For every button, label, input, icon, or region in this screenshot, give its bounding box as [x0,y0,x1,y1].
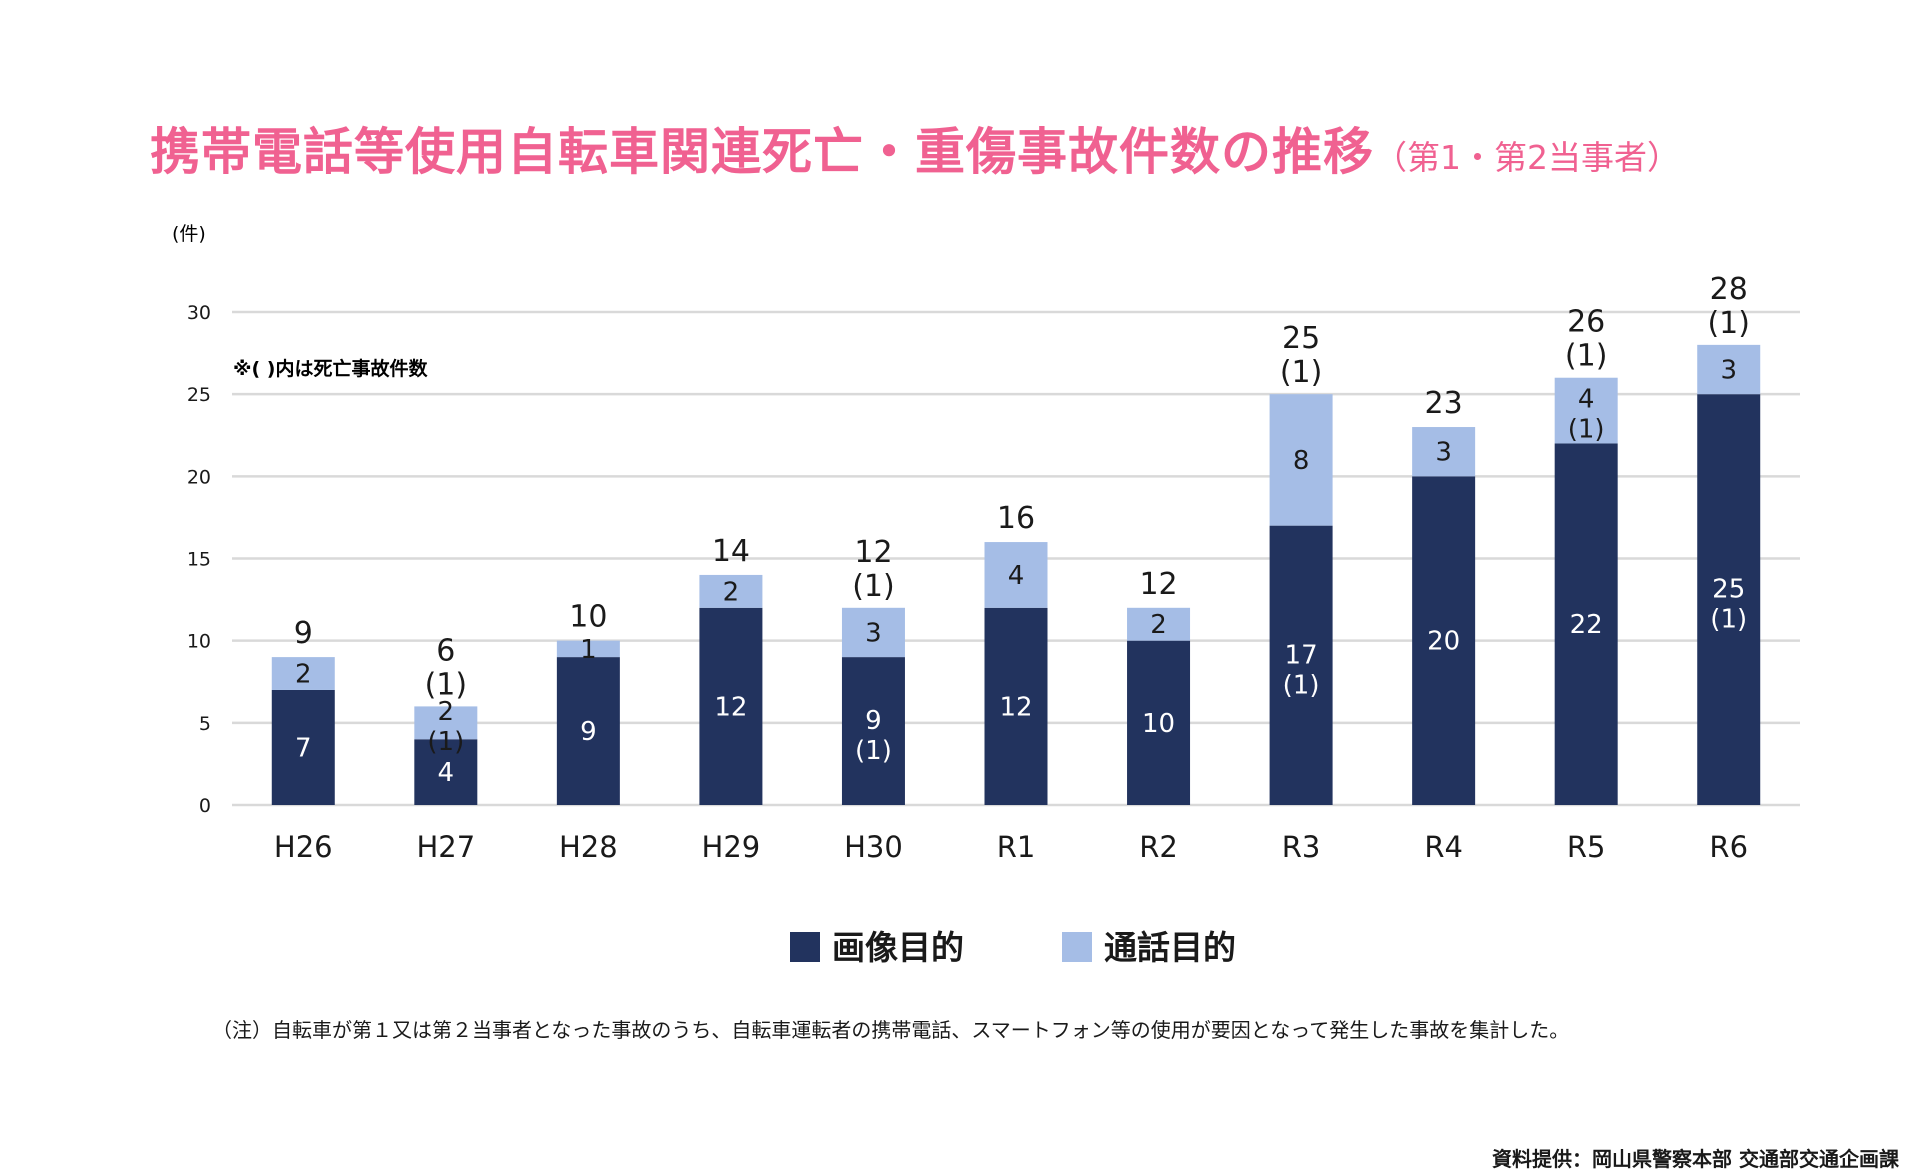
legend-label: 画像目的 [832,928,964,967]
x-tick-label: H30 [844,830,903,864]
legend-label: 通話目的 [1104,928,1236,967]
x-tick-label: H27 [416,830,475,864]
bar-value-label: 3 [1720,356,1737,386]
total-label: 26 [1567,305,1605,340]
bar-segment-call-purpose [699,574,763,608]
bars: 72942(1)(1)69110122149(1)3(1)12124161021… [271,272,1761,805]
bar-value-label: 2 [295,660,312,690]
bar-value-label: 17 [1285,640,1318,670]
bar-fatal-label: (1) [427,727,464,757]
bar-segment-call-purpose [1269,394,1333,526]
bar-fatal-label: (1) [1283,670,1320,700]
x-tick-label: R4 [1424,830,1463,864]
y-tick-label: 10 [187,631,211,653]
legend-swatch [1062,932,1092,962]
legend-swatch [790,932,820,962]
y-tick-label: 30 [187,302,211,324]
y-axis-unit-label: (件) [172,223,206,245]
bar-fatal-label: (1) [1568,415,1605,445]
bar-segment-image-purpose [699,607,763,805]
bar-value-label: 3 [865,618,882,648]
bar-value-label: 9 [865,706,882,736]
bar-value-label: 1 [580,635,597,665]
bar-value-label: 4 [438,758,455,788]
total-label: 28 [1710,272,1748,307]
x-axis-labels: H26 H27 H28 H29 H30 R1 R2 R3 R4 R5 R6 [274,830,1748,864]
x-tick-label: R2 [1139,830,1178,864]
bar-segment-image-purpose [1412,476,1476,805]
bar-segment-call-purpose [271,657,335,690]
total-label: 23 [1425,386,1463,421]
bar-value-label: 3 [1435,438,1452,468]
bar-segment-call-purpose [1127,607,1191,641]
legend: 画像目的 通話目的 [790,928,1236,967]
bar-fatal-label: (1) [1710,605,1747,635]
bar-segment-image-purpose [1127,640,1191,805]
fatal-note: ※( )内は死亡事故件数 [233,357,428,380]
x-tick-label: H26 [274,830,333,864]
footnote: （注）自転車が第１又は第２当事者となった事故のうち、自転車運転者の携帯電話、スマ… [212,1018,1570,1042]
bar-segment-call-purpose [841,607,905,658]
bar-value-label: 4 [1008,561,1025,591]
bar-value-label: 22 [1570,610,1603,640]
x-tick-label: R6 [1709,830,1748,864]
total-label: 25 [1282,321,1320,356]
bar-segment-image-purpose [1269,525,1333,805]
bar-segment-image-purpose [1554,443,1618,805]
bar-value-label: 25 [1712,575,1745,605]
total-fatal-label: (1) [1707,306,1750,341]
bar-segment-call-purpose [1412,427,1476,477]
bar-value-label: 10 [1142,709,1175,739]
total-fatal-label: (1) [852,569,895,604]
total-label: 12 [854,535,892,570]
chart-title-main: 携帯電話等使用自転車関連死亡・重傷事故件数の推移 [150,123,1374,181]
total-fatal-label: (1) [1565,339,1608,374]
y-tick-label: 15 [187,549,211,571]
total-label: 10 [569,600,607,635]
bar-segment-call-purpose [414,706,478,740]
x-tick-label: R1 [997,830,1036,864]
x-tick-label: R5 [1567,830,1606,864]
total-fatal-label: (1) [1280,355,1323,390]
total-label: 14 [712,534,750,569]
total-label: 16 [997,501,1035,536]
x-tick-label: H29 [702,830,761,864]
total-label: 6 [436,633,455,668]
bar-segment-call-purpose [1554,377,1618,444]
bar-segment-image-purpose [271,689,335,805]
x-tick-label: R3 [1282,830,1321,864]
x-tick-label: H28 [559,830,618,864]
bar-segment-call-purpose [1697,344,1761,395]
total-label: 9 [294,616,313,651]
bar-segment-image-purpose [1697,394,1761,805]
bar-value-label: 2 [1150,610,1167,640]
y-tick-label: 25 [187,384,211,406]
bar-value-label: 20 [1427,627,1460,657]
bar-value-label: 9 [580,717,597,747]
y-tick-label: 0 [199,795,211,817]
y-axis-ticks: 0 5 10 15 20 25 30 [187,302,211,817]
bar-segment-image-purpose [556,657,620,805]
total-fatal-label: (1) [425,667,468,702]
bar-value-label: 7 [295,733,312,763]
bar-segment-image-purpose [984,607,1048,805]
chart-title-suffix: （第1・第2当事者） [1374,138,1680,177]
bar-segment-call-purpose [984,542,1048,608]
total-label: 12 [1139,567,1177,602]
y-tick-label: 20 [187,466,211,488]
bar-segment-call-purpose [556,640,620,658]
bar-fatal-label: (1) [855,736,892,766]
bar-value-label: 12 [714,692,747,722]
source-credit: 資料提供：岡山県警察本部 交通部交通企画課 [1492,1147,1899,1171]
bar-value-label: 2 [438,697,455,727]
y-tick-label: 5 [199,713,211,735]
bar-value-label: 4 [1578,385,1595,415]
bar-segment-image-purpose [414,739,478,805]
bar-segment-image-purpose [841,657,905,805]
chart-title: 携帯電話等使用自転車関連死亡・重傷事故件数の推移（第1・第2当事者） [150,112,1680,184]
bar-value-label: 8 [1293,446,1310,476]
bar-value-label: 2 [723,577,740,607]
bar-value-label: 12 [999,692,1032,722]
